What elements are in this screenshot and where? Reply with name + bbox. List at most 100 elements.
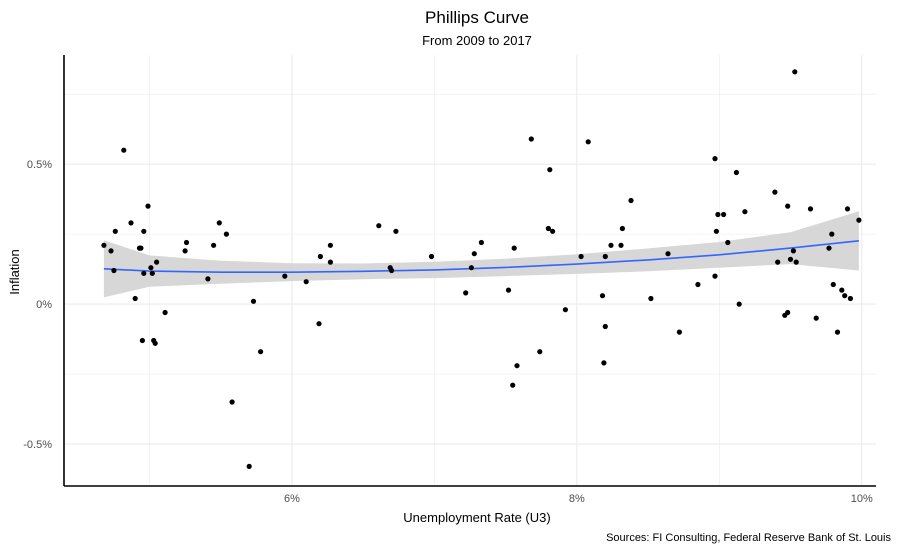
data-point xyxy=(121,147,127,153)
data-point xyxy=(834,329,841,335)
data-point xyxy=(785,309,791,316)
data-point xyxy=(205,276,211,282)
data-point xyxy=(628,197,634,204)
data-point xyxy=(602,253,608,260)
y-tick-label: 0.5% xyxy=(27,159,52,171)
data-point xyxy=(152,340,158,346)
data-point xyxy=(618,242,624,248)
data-point xyxy=(258,349,264,355)
x-tick-label: 6% xyxy=(284,493,300,505)
data-point xyxy=(785,203,791,209)
data-point xyxy=(713,228,720,234)
data-point xyxy=(389,267,395,274)
data-point xyxy=(112,228,118,234)
data-point xyxy=(376,223,382,229)
data-point xyxy=(223,231,229,237)
data-point xyxy=(154,259,160,265)
data-point xyxy=(108,248,114,254)
data-point xyxy=(826,245,832,251)
y-axis-label: Inflation xyxy=(7,249,22,295)
ribbon-band xyxy=(103,211,859,298)
data-point xyxy=(316,321,322,327)
data-point xyxy=(327,259,333,265)
data-point xyxy=(229,399,235,405)
data-point xyxy=(847,295,854,302)
data-point xyxy=(676,329,683,335)
data-point xyxy=(599,293,606,299)
data-point xyxy=(327,242,333,248)
data-point xyxy=(138,245,144,251)
data-point xyxy=(772,189,778,195)
data-point xyxy=(468,265,474,271)
data-point xyxy=(111,267,117,274)
data-point xyxy=(602,323,608,330)
data-point xyxy=(733,169,740,176)
data-point xyxy=(514,363,520,369)
x-axis-label: Unemployment Rate (U3) xyxy=(403,510,550,525)
data-point xyxy=(712,156,718,162)
chart-title: Phillips Curve xyxy=(425,8,529,27)
data-point xyxy=(648,295,654,302)
data-point xyxy=(139,337,145,344)
data-point xyxy=(141,228,147,234)
data-point xyxy=(736,301,742,307)
data-point xyxy=(787,256,794,262)
data-point xyxy=(550,228,556,234)
data-point xyxy=(471,251,477,257)
data-point xyxy=(813,315,819,321)
x-tick-labels: 6% 8% 10% xyxy=(284,493,873,505)
scatter-points xyxy=(101,69,862,469)
data-point xyxy=(578,253,584,260)
data-point xyxy=(742,209,748,215)
data-point xyxy=(585,139,591,145)
data-point xyxy=(665,251,671,257)
data-point xyxy=(695,281,701,288)
data-point xyxy=(317,253,323,260)
chart-caption: Sources: FI Consulting, Federal Reserve … xyxy=(606,532,891,544)
data-point xyxy=(428,253,435,260)
data-point xyxy=(547,167,553,173)
y-tick-labels: -0.5% 0% 0.5% xyxy=(23,159,52,451)
data-point xyxy=(393,228,399,234)
data-point xyxy=(793,259,799,265)
data-point xyxy=(792,69,798,75)
data-point xyxy=(478,239,484,246)
data-point xyxy=(510,382,516,388)
data-point xyxy=(562,307,569,313)
data-point xyxy=(537,349,543,355)
axes xyxy=(63,55,876,487)
data-point xyxy=(148,265,154,271)
data-point xyxy=(712,273,718,279)
data-point xyxy=(145,203,151,209)
x-tick-label: 10% xyxy=(851,493,873,505)
data-point xyxy=(775,259,781,265)
data-point xyxy=(511,245,517,251)
data-point xyxy=(303,279,309,285)
data-point xyxy=(790,248,797,254)
y-tick-label: -0.5% xyxy=(23,439,52,451)
data-point xyxy=(250,298,257,304)
data-point xyxy=(183,239,190,246)
data-point xyxy=(141,270,147,276)
data-point xyxy=(619,225,626,232)
data-point xyxy=(463,290,469,296)
confidence-ribbon xyxy=(103,211,859,298)
data-point xyxy=(132,295,138,302)
data-point xyxy=(182,248,188,254)
data-point xyxy=(842,293,848,299)
data-point xyxy=(246,463,252,469)
data-point xyxy=(128,220,134,226)
x-tick-label: 8% xyxy=(569,493,585,505)
chart-subtitle: From 2009 to 2017 xyxy=(422,33,532,48)
data-point xyxy=(807,206,814,212)
data-point xyxy=(162,309,168,316)
data-point xyxy=(545,225,552,232)
data-point xyxy=(216,220,222,226)
data-point xyxy=(282,273,288,279)
data-point xyxy=(528,136,534,142)
y-tick-label: 0% xyxy=(36,299,52,311)
data-point xyxy=(608,242,614,248)
data-point xyxy=(715,211,721,218)
data-point xyxy=(101,242,107,248)
